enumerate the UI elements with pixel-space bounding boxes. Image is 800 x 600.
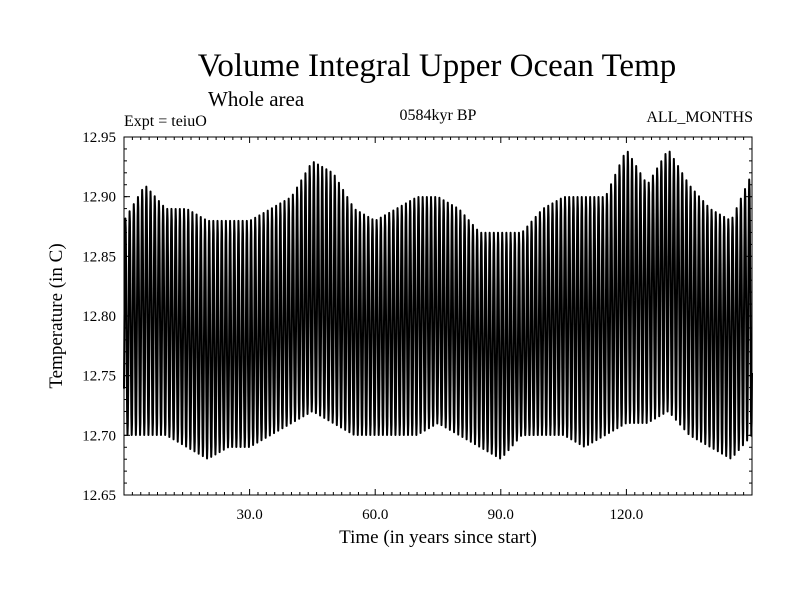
y-tick-label: 12.75 bbox=[82, 369, 116, 385]
y-tick-label: 12.85 bbox=[82, 249, 116, 265]
x-tick-label: 120.0 bbox=[610, 507, 644, 523]
x-axis: 30.0 60.0 90.0 120.0 bbox=[123, 137, 753, 523]
y-tick-label: 12.95 bbox=[82, 130, 116, 146]
y-axis-label: Temperature (in C) bbox=[46, 243, 67, 388]
y-axis: 12.65 12.70 12.75 12.80 12.85 12.90 12.95 bbox=[82, 130, 752, 504]
x-axis-label: Time (in years since start) bbox=[339, 527, 537, 548]
x-tick-label: 60.0 bbox=[362, 507, 388, 523]
series-line-temperature bbox=[123, 150, 753, 460]
period-label: 0584kyr BP bbox=[400, 107, 477, 124]
x-tick-label: 30.0 bbox=[236, 507, 262, 523]
experiment-label: Expt = teiuO bbox=[124, 113, 207, 130]
chart-subtitle: Whole area bbox=[208, 87, 305, 111]
plot-area bbox=[123, 150, 753, 460]
y-tick-label: 12.80 bbox=[82, 309, 116, 325]
chart-title: Volume Integral Upper Ocean Temp bbox=[198, 48, 676, 84]
y-tick-label: 12.65 bbox=[82, 488, 116, 504]
months-label: ALL_MONTHS bbox=[646, 109, 753, 126]
x-tick-label: 90.0 bbox=[488, 507, 514, 523]
y-tick-label: 12.90 bbox=[82, 190, 116, 206]
y-tick-label: 12.70 bbox=[82, 428, 116, 444]
